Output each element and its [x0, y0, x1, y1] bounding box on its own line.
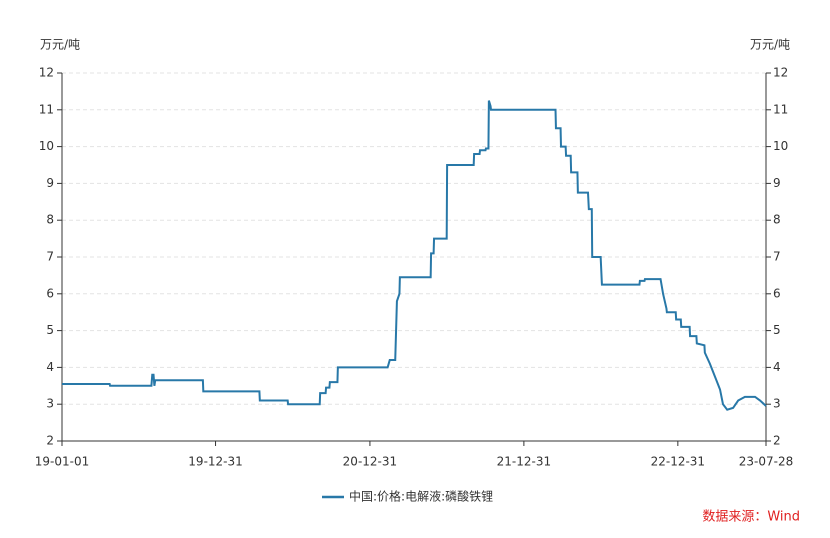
y2-axis-unit: 万元/吨	[750, 38, 790, 52]
y-axis-unit: 万元/吨	[40, 38, 80, 52]
y-tick-label: 11	[39, 102, 54, 116]
legend-label: 中国:价格:电解液:磷酸铁锂	[349, 489, 493, 504]
y-tick-label: 9	[46, 176, 54, 190]
y2-tick-label: 8	[773, 213, 781, 227]
y-tick-label: 5	[46, 323, 54, 337]
y-tick-label: 12	[39, 66, 54, 80]
y-tick-label: 3	[46, 397, 54, 411]
y-tick-label: 6	[46, 286, 54, 300]
x-tick-label: 19-01-01	[35, 455, 89, 469]
y2-tick-label: 2	[773, 434, 781, 448]
x-tick-label: 20-12-31	[343, 455, 397, 469]
y2-tick-label: 4	[773, 360, 781, 374]
y2-tick-label: 3	[773, 397, 781, 411]
y2-tick-label: 9	[773, 176, 781, 190]
x-tick-label: 23-07-28	[739, 455, 793, 469]
y-tick-label: 8	[46, 213, 54, 227]
y-tick-label: 7	[46, 250, 54, 264]
y-tick-label: 10	[39, 139, 54, 153]
y2-tick-label: 12	[773, 66, 788, 80]
x-tick-label: 22-12-31	[651, 455, 705, 469]
source: 数据来源：Wind	[702, 510, 800, 525]
y2-tick-label: 10	[773, 139, 788, 153]
x-tick-label: 19-12-31	[188, 455, 242, 469]
x-tick-label: 21-12-31	[497, 455, 551, 469]
y2-tick-label: 6	[773, 286, 781, 300]
y2-tick-label: 7	[773, 250, 781, 264]
y-tick-label: 4	[46, 360, 54, 374]
y-tick-label: 2	[46, 434, 54, 448]
y2-tick-label: 11	[773, 102, 788, 116]
data-line	[62, 100, 767, 411]
y2-tick-label: 5	[773, 323, 781, 337]
